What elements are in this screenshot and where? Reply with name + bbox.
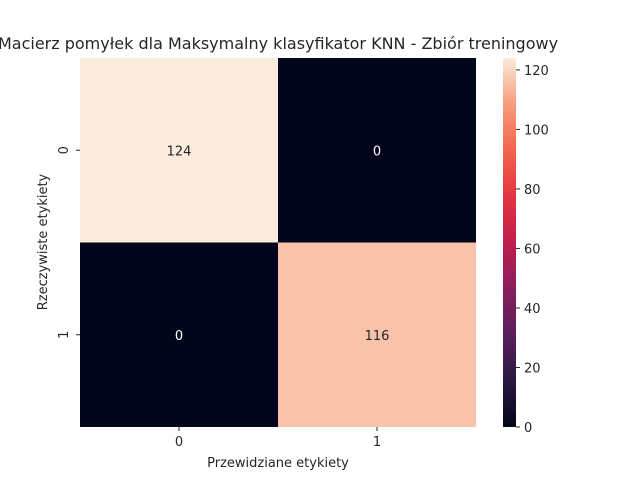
colorbar-tick-label: 120 bbox=[524, 64, 549, 79]
colorbar-tick-label: 60 bbox=[524, 242, 541, 257]
colorbar-tick-label: 0 bbox=[524, 421, 532, 436]
y-tick-label: 1 bbox=[57, 331, 72, 339]
colorbar-tick-label: 100 bbox=[524, 123, 549, 138]
heatmap-cell-labels: 124 0 0 116 bbox=[167, 144, 390, 344]
y-axis-label: Rzeczywiste etykiety bbox=[36, 173, 51, 310]
colorbar-tick-label: 80 bbox=[524, 183, 541, 198]
cell-value-0-1: 0 bbox=[373, 144, 381, 159]
chart-title: Macierz pomyłek dla Maksymalny klasyfika… bbox=[0, 34, 558, 53]
heatmap-cell-0-0 bbox=[80, 58, 278, 243]
heatmap-cell-1-0 bbox=[80, 242, 278, 427]
y-axis-ticks: 01 bbox=[57, 146, 80, 339]
cell-value-1-0: 0 bbox=[175, 329, 183, 344]
cell-value-0-0: 124 bbox=[167, 144, 192, 159]
cell-value-1-1: 116 bbox=[365, 329, 390, 344]
heatmap-cells bbox=[80, 58, 476, 427]
x-axis-label: Przewidziane etykiety bbox=[207, 456, 349, 471]
x-tick-label: 1 bbox=[373, 435, 381, 450]
colorbar-ticks: 0 20 40 60 80 100 120 bbox=[516, 64, 549, 436]
colorbar-tick-label: 20 bbox=[524, 361, 541, 376]
heatmap-cell-0-1 bbox=[278, 58, 476, 243]
heatmap-cell-1-1 bbox=[278, 242, 476, 427]
x-tick-label: 0 bbox=[175, 435, 183, 450]
colorbar-tick-label: 40 bbox=[524, 302, 541, 317]
y-tick-label: 0 bbox=[57, 146, 72, 154]
colorbar bbox=[503, 58, 516, 427]
